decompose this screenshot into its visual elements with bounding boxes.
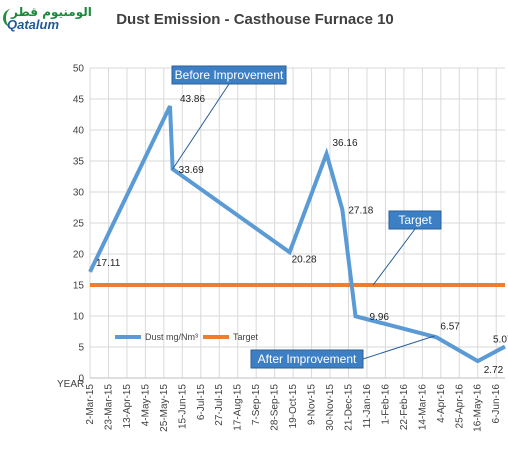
dust-data-label: 17.11 — [96, 258, 121, 269]
x-tick-label: 21-Dec-15 — [343, 384, 354, 431]
callout-box — [171, 65, 287, 85]
grid-lines — [89, 67, 505, 379]
data-labels: 17.11 43.86 33.69 20.28 36.16 27.18 9.96 6.57 2.… — [96, 94, 508, 376]
x-tick-label: 9-Nov-15 — [307, 384, 318, 426]
y-tick-label: 20 — [73, 250, 85, 261]
logo-english-text: Qatalum — [7, 17, 60, 32]
legend-target-label: Target — [233, 332, 259, 342]
callout-arrow — [372, 228, 416, 286]
x-axis-title: YEAR — [57, 379, 84, 390]
x-tick-label: 2-Mar-15 — [85, 384, 96, 425]
x-tick-label: 4-Apr-16 — [436, 384, 447, 423]
logo-arabic-text: الومنيوم قطر — [11, 5, 92, 19]
dust-data-label: 5.07 — [493, 335, 508, 346]
x-tick-label: 6-Jun-16 — [491, 384, 502, 424]
y-tick-label: 30 — [73, 188, 85, 199]
x-tick-label: 25-Apr-16 — [454, 384, 465, 429]
dust-data-label: 2.72 — [484, 365, 504, 376]
series-lines — [88, 105, 506, 364]
dust-data-label: 43.86 — [180, 94, 205, 105]
x-tick-label: 30-Nov-15 — [325, 384, 336, 431]
x-tick-label: 4-May-15 — [140, 384, 151, 427]
logo-swoosh-icon — [3, 9, 20, 27]
dust-data-label: 20.28 — [292, 254, 317, 265]
y-tick-label: 5 — [78, 343, 84, 354]
y-tick-label: 40 — [73, 126, 85, 137]
y-tick-label: 35 — [73, 157, 85, 168]
x-tick-label: 1-Feb-16 — [380, 384, 391, 425]
x-tick-label: 6-Jul-15 — [196, 384, 207, 421]
y-tick-label: 45 — [73, 95, 85, 106]
dust-data-label: 6.57 — [440, 321, 460, 332]
y-tick-label: 0 — [78, 374, 84, 385]
dust-data-label: 36.16 — [333, 138, 358, 149]
x-tick-label: 15-Jun-15 — [177, 384, 188, 429]
x-tick-label: 13-Apr-15 — [122, 384, 133, 429]
x-tick-label: 7-Sep-15 — [251, 384, 262, 426]
y-tick-label: 50 — [73, 64, 85, 75]
callout-box — [250, 349, 364, 369]
callout-box — [388, 210, 442, 230]
callout-arrow — [172, 83, 230, 170]
x-tick-label: 19-Oct-15 — [288, 384, 299, 429]
x-tick-label: 27-Jul-15 — [214, 384, 225, 426]
x-tick-label: 23-Mar-15 — [103, 384, 114, 431]
dust-series-line — [88, 105, 506, 364]
x-tick-label: 28-Sep-15 — [270, 384, 281, 431]
x-axis-ticks: 2-Mar-15 23-Mar-15 13-Apr-15 4-May-15 25-May… — [85, 384, 502, 432]
dust-data-label: 27.18 — [348, 205, 373, 216]
x-tick-label: 16-May-16 — [473, 384, 484, 432]
dust-data-label: 33.69 — [179, 165, 204, 176]
x-tick-label: 22-Feb-16 — [399, 384, 410, 431]
callout-label: After Improvement — [258, 352, 357, 366]
x-tick-label: 25-May-15 — [159, 384, 170, 432]
legend-dust-label: Dust mg/Nm³ — [145, 332, 198, 342]
chart-title: Dust Emission - Casthouse Furnace 10 — [116, 11, 394, 28]
callout-label: Target — [398, 213, 432, 227]
x-tick-label: 14-Mar-16 — [417, 384, 428, 431]
x-tick-label: 11-Jan-16 — [362, 384, 373, 429]
callout-arrow — [362, 335, 435, 360]
callout-annotations: Before Improvement Target After Improvemen… — [171, 65, 442, 369]
y-axis-ticks: 0 5 10 15 20 25 30 35 40 45 50 — [73, 64, 85, 385]
qatalum-logo: الومنيوم قطر Qatalum — [3, 5, 92, 35]
chart-legend: Dust mg/Nm³ Target — [115, 332, 259, 342]
x-tick-label: 17-Aug-15 — [233, 384, 244, 431]
y-tick-label: 25 — [73, 219, 85, 230]
dust-data-label: 9.96 — [370, 312, 390, 323]
y-tick-label: 15 — [73, 281, 85, 292]
callout-label: Before Improvement — [175, 68, 284, 82]
y-tick-label: 10 — [73, 312, 85, 323]
